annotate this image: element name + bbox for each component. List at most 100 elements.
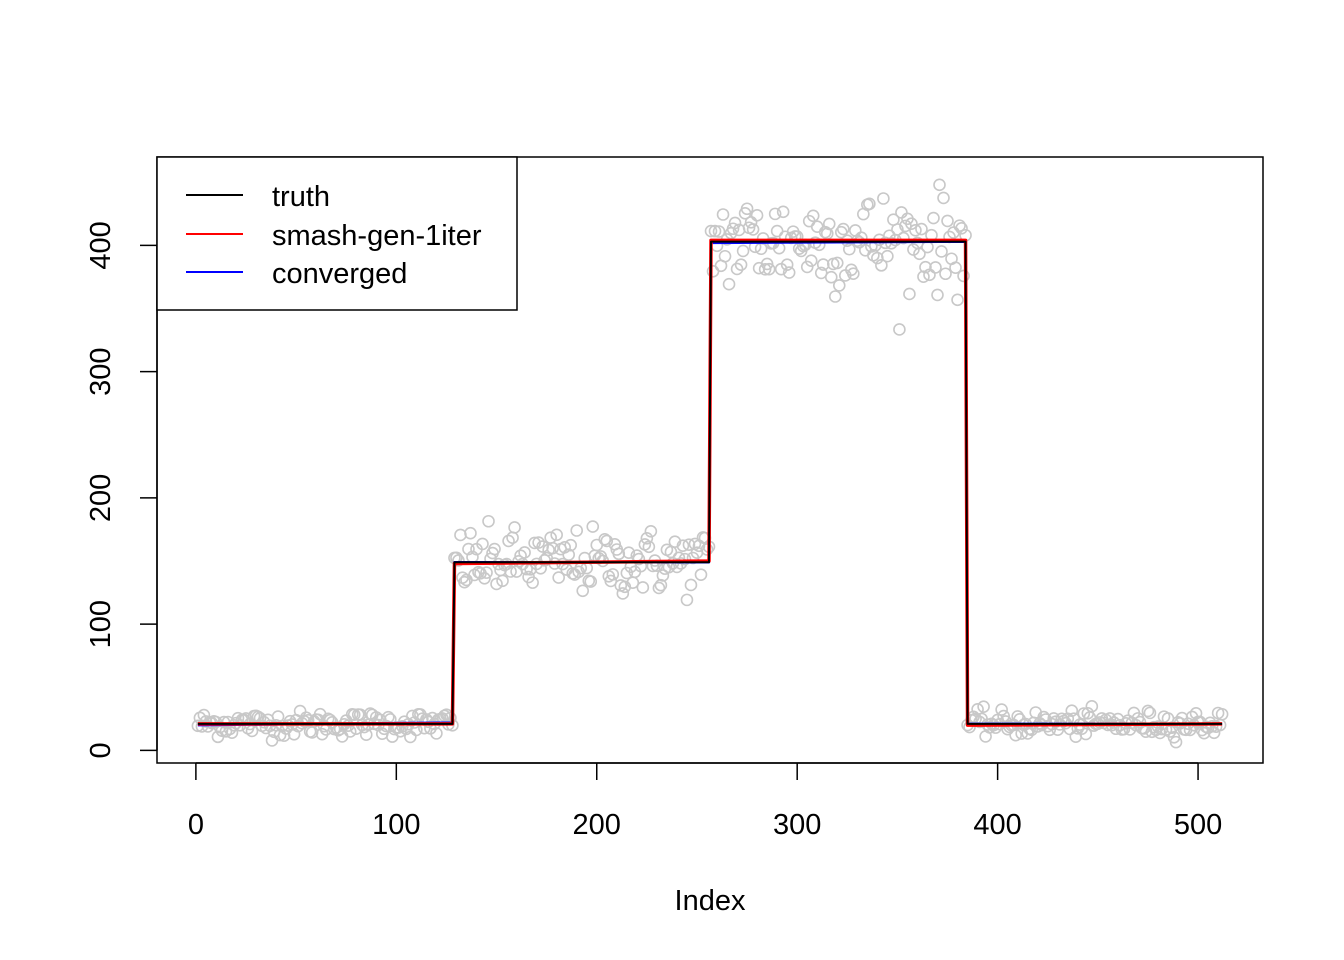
data-point	[935, 245, 948, 258]
data-point	[977, 700, 990, 713]
x-tick-label: 500	[1174, 809, 1222, 841]
data-point	[941, 214, 954, 228]
data-point	[937, 191, 950, 205]
data-point	[740, 202, 754, 216]
data-point	[694, 568, 708, 581]
data-point	[636, 581, 650, 594]
data-point	[746, 223, 760, 236]
data-point	[430, 727, 443, 740]
data-point	[1205, 720, 1219, 733]
data-point	[518, 546, 531, 559]
data-point	[836, 222, 850, 236]
x-axis-label: Index	[675, 885, 746, 917]
data-point	[716, 208, 730, 221]
x-axis: 0 100 200 300 400 500	[188, 762, 1222, 841]
data-point	[1079, 727, 1093, 741]
data-point	[762, 262, 776, 276]
data-point	[476, 537, 489, 551]
data-point	[682, 538, 696, 552]
data-point	[488, 542, 501, 556]
data-point	[622, 546, 636, 560]
x-tick-label: 300	[773, 809, 821, 841]
data-point	[824, 270, 838, 284]
data-point	[939, 267, 952, 281]
data-point	[750, 209, 764, 222]
data-point	[933, 178, 946, 192]
data-point	[800, 260, 814, 274]
y-tick-label: 0	[85, 742, 117, 758]
data-point	[604, 574, 618, 588]
data-point	[1143, 706, 1157, 720]
data-point	[1215, 707, 1229, 721]
data-point	[347, 708, 361, 721]
data-point	[584, 575, 598, 588]
data-point	[656, 569, 670, 582]
data-point	[915, 222, 928, 236]
data-point	[929, 261, 942, 274]
data-point	[1107, 716, 1121, 729]
y-axis: 0 100 200 300 400	[85, 221, 158, 758]
data-point	[502, 534, 515, 548]
data-point	[612, 547, 626, 561]
data-point	[834, 225, 848, 239]
data-point	[953, 219, 966, 232]
y-tick-label: 300	[85, 347, 117, 395]
data-point	[558, 541, 571, 554]
data-point	[452, 554, 465, 567]
x-tick-label: 0	[188, 809, 204, 841]
data-point	[842, 242, 856, 256]
data-point	[642, 540, 656, 554]
data-point	[863, 197, 876, 211]
legend: truth smash-gen-1iter converged	[156, 156, 518, 311]
data-point	[606, 568, 620, 581]
y-tick-label: 100	[85, 600, 117, 648]
data-point	[680, 593, 694, 607]
data-point	[919, 260, 932, 274]
data-point	[586, 520, 600, 533]
y-tick-label: 200	[85, 474, 117, 522]
data-point	[1085, 700, 1099, 713]
data-point	[576, 584, 590, 598]
data-point	[776, 205, 790, 219]
data-point	[652, 581, 666, 595]
data-point	[464, 526, 477, 540]
data-point	[951, 293, 964, 307]
data-point	[806, 209, 820, 223]
legend-label-converged: converged	[272, 258, 407, 290]
data-point	[676, 539, 690, 553]
data-point	[949, 261, 962, 275]
data-point	[616, 587, 630, 600]
data-point	[955, 221, 968, 235]
data-point	[654, 578, 668, 592]
x-tick-label: 200	[573, 809, 621, 841]
data-point	[552, 571, 565, 584]
data-point	[728, 216, 742, 230]
data-point	[508, 521, 521, 534]
data-point	[640, 531, 654, 545]
data-point	[875, 259, 888, 272]
data-point	[712, 225, 726, 238]
data-point	[917, 270, 930, 284]
data-point	[931, 288, 944, 302]
data-point	[562, 548, 575, 562]
data-point	[736, 244, 750, 258]
data-point	[734, 258, 748, 272]
series-line-truth	[197, 240, 1223, 725]
data-point	[458, 575, 471, 589]
data-point	[598, 532, 612, 546]
data-point	[564, 538, 578, 552]
data-point	[490, 577, 503, 591]
data-point	[532, 536, 545, 549]
data-point	[632, 552, 646, 566]
data-point	[830, 256, 844, 270]
data-point	[482, 514, 495, 528]
data-point	[903, 287, 916, 301]
data-point	[780, 258, 794, 272]
data-point	[1207, 726, 1221, 740]
data-point	[546, 541, 559, 555]
data-point	[816, 258, 830, 271]
data-point	[913, 247, 926, 261]
data-point	[905, 217, 918, 231]
data-point	[550, 528, 563, 542]
